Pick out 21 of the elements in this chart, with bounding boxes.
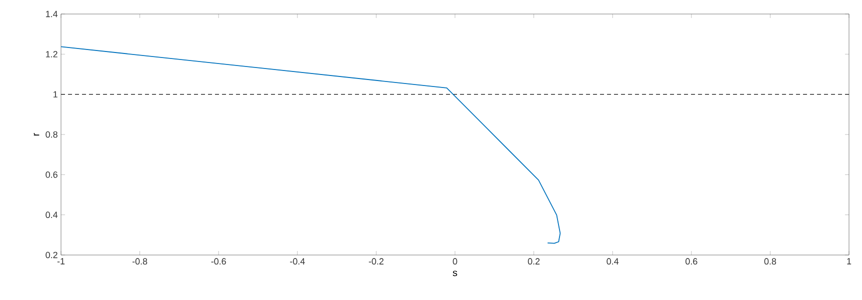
x-tick-label: 0.6 xyxy=(686,258,698,265)
x-tick-label: -0.6 xyxy=(211,258,226,265)
x-tick-label: 0.4 xyxy=(606,258,619,265)
y-axis-title: r xyxy=(34,133,40,136)
y-tick-label: 0.2 xyxy=(46,252,58,258)
x-tick-label: -0.2 xyxy=(368,258,384,265)
x-tick-label: 0.2 xyxy=(528,258,540,265)
x-tick-label: 1 xyxy=(847,258,852,264)
line-series xyxy=(61,46,561,244)
y-tick-label: 1.2 xyxy=(46,51,58,58)
x-tick-label: -0.4 xyxy=(290,258,305,265)
y-tick-label: 0.8 xyxy=(46,131,58,138)
y-tick-label: 0.4 xyxy=(46,212,58,218)
y-tick-label: 1 xyxy=(54,91,58,98)
x-tick-label: -0.8 xyxy=(132,258,148,265)
y-tick-label: 0.6 xyxy=(46,171,58,178)
x-tick-label: 0 xyxy=(452,258,458,265)
x-tick-label: -1 xyxy=(57,258,65,264)
y-tick-label: 1.4 xyxy=(46,10,58,18)
x-tick-label: 0.8 xyxy=(764,258,776,265)
x-axis-title: s xyxy=(452,270,458,276)
